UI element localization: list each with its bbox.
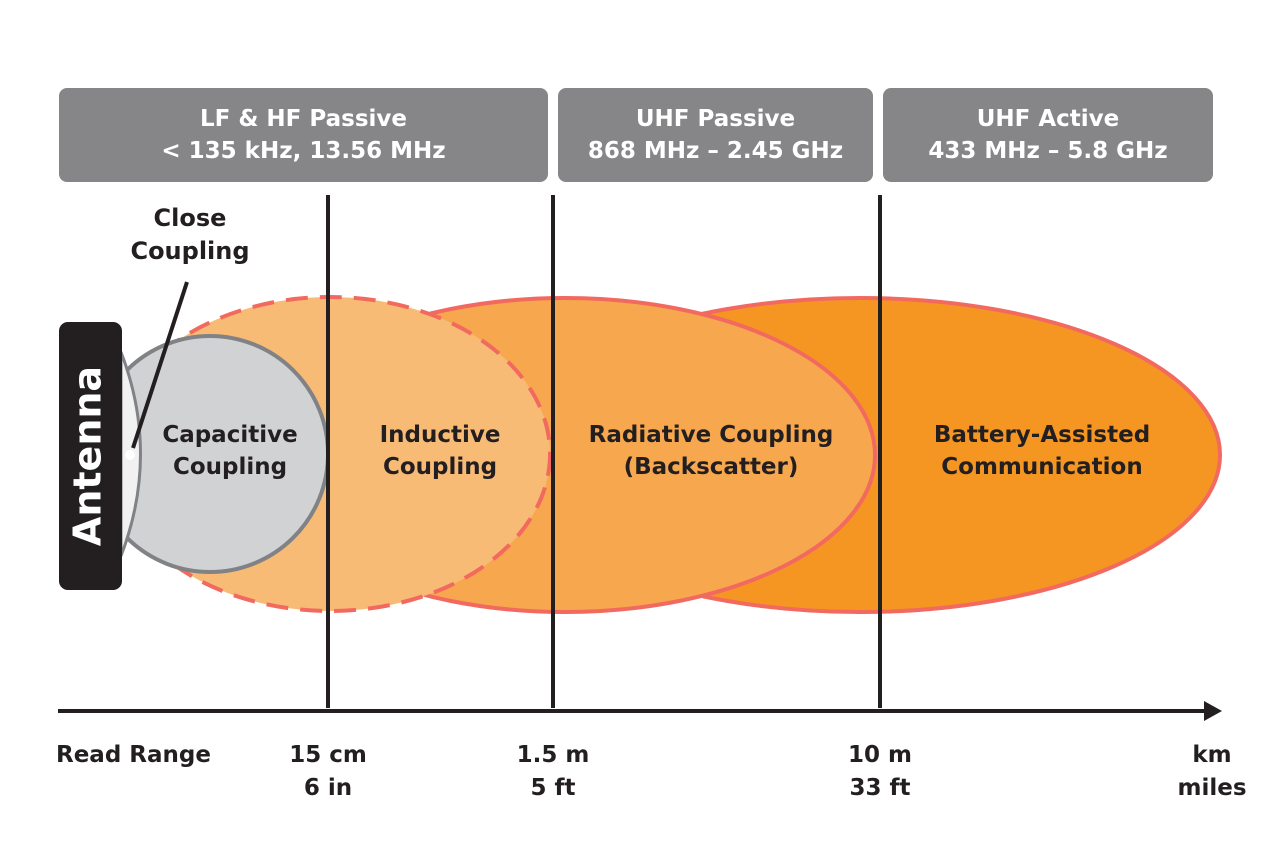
battery-label-line1: Battery-Assisted (934, 422, 1150, 448)
axis-arrowhead (1204, 701, 1222, 721)
tick-10m-metric: 10 m (848, 742, 912, 768)
tick-1-5m-metric: 1.5 m (517, 742, 590, 768)
tick-km-imperial: miles (1177, 775, 1246, 801)
close-coupling-label-line2: Coupling (130, 237, 249, 265)
antenna-feed-point (125, 450, 135, 460)
battery-label-line2: Communication (941, 454, 1142, 480)
tick-15cm-imperial: 6 in (304, 775, 352, 801)
radiative-label-line2: (Backscatter) (624, 454, 799, 480)
antenna-block (59, 322, 122, 590)
band-title: UHF Active (976, 106, 1120, 132)
axis-title: Read Range (56, 742, 211, 768)
close-coupling-label-line1: Close (154, 204, 227, 232)
band-uhf-active: UHF Active 433 MHz – 5.8 GHz (883, 88, 1213, 182)
antenna-label: Antenna (66, 366, 110, 546)
radiative-label-line1: Radiative Coupling (589, 422, 834, 448)
close-coupling-pointer (131, 281, 189, 449)
inductive-label-line2: Coupling (383, 454, 497, 480)
tick-10m-imperial: 33 ft (849, 775, 910, 801)
band-frequency: < 135 kHz, 13.56 MHz (161, 138, 446, 164)
inductive-label-line1: Inductive (380, 422, 501, 448)
band-frequency: 868 MHz – 2.45 GHz (587, 138, 844, 164)
tick-15cm-metric: 15 cm (289, 742, 367, 768)
capacitive-label-line1: Capacitive (162, 422, 297, 448)
band-uhf-passive: UHF Passive 868 MHz – 2.45 GHz (558, 88, 873, 182)
capacitive-label-line2: Coupling (173, 454, 287, 480)
tick-1-5m-imperial: 5 ft (530, 775, 575, 801)
band-frequency: 433 MHz – 5.8 GHz (928, 138, 1168, 164)
tick-km-metric: km (1192, 742, 1231, 768)
band-lf-hf-passive: LF & HF Passive < 135 kHz, 13.56 MHz (59, 88, 548, 182)
band-title: LF & HF Passive (199, 106, 408, 132)
band-title: UHF Passive (635, 106, 796, 132)
